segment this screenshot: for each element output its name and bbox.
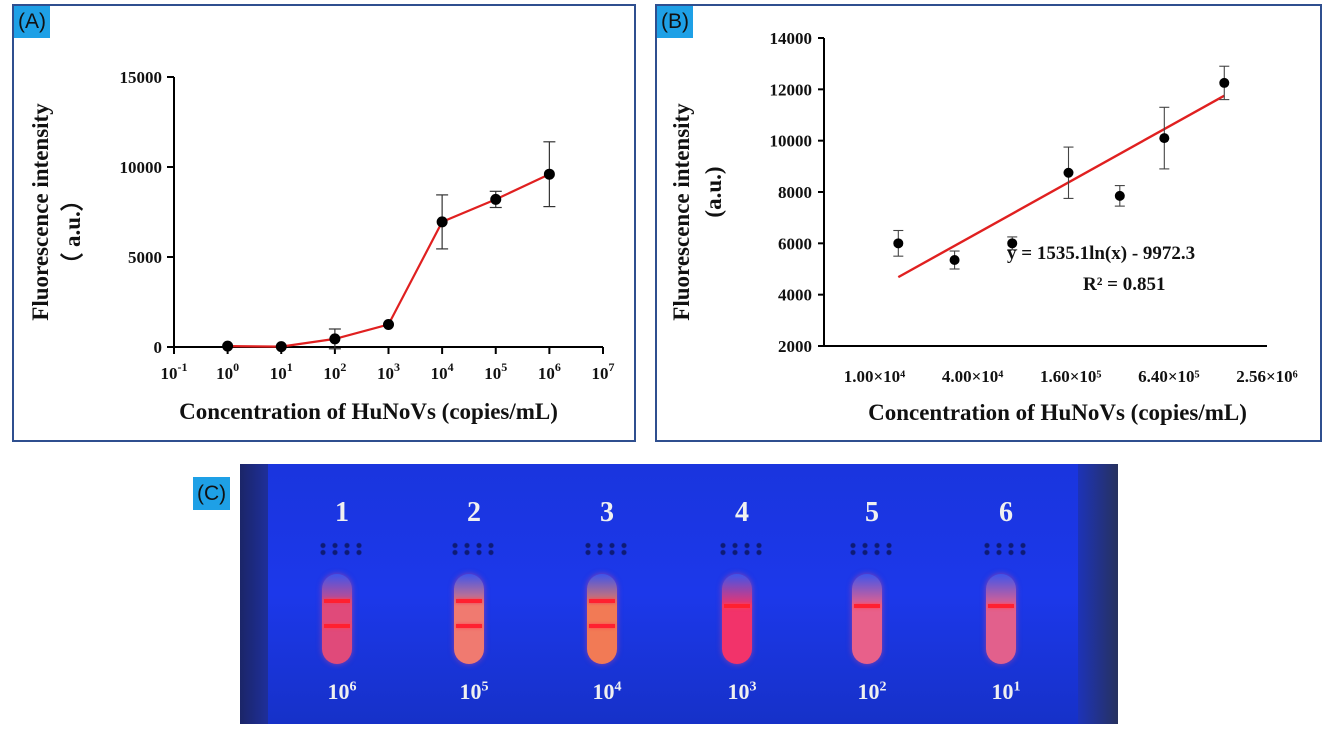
strip-window	[322, 574, 352, 664]
x-tick-label: 100	[216, 360, 239, 383]
y-tick-label: 12000	[770, 80, 813, 99]
test-strip-1: 1 106	[282, 464, 402, 724]
data-point	[275, 341, 287, 353]
y-tick-label: 15000	[120, 68, 163, 87]
x-tick-label: 107	[592, 360, 615, 383]
test-strip-3: 3 104	[547, 464, 667, 724]
y-axis-title: Fluorescence intensity	[28, 103, 53, 321]
strip-number: 4	[735, 497, 749, 528]
test-line	[324, 624, 350, 628]
data-point	[222, 340, 234, 352]
strip-window	[722, 574, 752, 664]
y-tick-label: 8000	[778, 183, 812, 202]
test-line	[456, 624, 482, 628]
strip-vent-dots	[717, 542, 767, 556]
data-point	[1063, 167, 1074, 178]
x-tick-label: 104	[431, 360, 454, 383]
x-tick-label: 103	[377, 360, 400, 383]
data-point	[949, 255, 960, 266]
strip-concentration: 101	[991, 679, 1021, 704]
strip-concentration: 105	[459, 679, 489, 704]
panel-b: (B) 2000 4000 6000 8000 10000 12000 14000 1.00×…	[655, 4, 1322, 442]
y-tick-label: 10000	[120, 158, 163, 177]
x-tick-label: 6.40×10⁵	[1138, 367, 1200, 386]
control-line	[724, 604, 750, 608]
strip-vent-dots	[847, 542, 897, 556]
strip-window	[986, 574, 1016, 664]
control-line	[589, 599, 615, 603]
x-tick-label: 106	[538, 360, 561, 383]
data-point	[893, 238, 904, 249]
strip-concentration: 106	[327, 679, 357, 704]
y-tick-label: 4000	[778, 286, 812, 305]
x-tick-label: 4.00×10⁴	[942, 367, 1004, 386]
data-point	[1007, 238, 1018, 249]
y-tick-label: 5000	[128, 248, 162, 267]
control-line	[854, 604, 880, 608]
panel-a-label: (A)	[14, 6, 50, 38]
trend-equation: y = 1535.1ln(x) - 9972.3	[1007, 243, 1195, 264]
strip-vent-dots	[449, 542, 499, 556]
x-tick-label: 1.00×10⁴	[844, 367, 906, 386]
test-line	[589, 624, 615, 628]
x-tick-label: 2.56×10⁶	[1236, 367, 1298, 386]
data-point	[383, 319, 394, 330]
data-point	[1219, 77, 1230, 88]
tray-edge-left	[240, 464, 268, 724]
strip-vent-dots	[582, 542, 632, 556]
strip-window	[852, 574, 882, 664]
control-line	[324, 599, 350, 603]
x-tick-label: 101	[270, 360, 293, 383]
x-tick-label: 1.60×10⁵	[1040, 367, 1102, 386]
strip-tray	[260, 464, 1100, 724]
data-point	[1114, 190, 1125, 201]
y-axis-unit: (a.u.)	[701, 166, 726, 217]
data-point	[436, 216, 448, 228]
x-tick-label: 10-1	[161, 360, 188, 383]
panel-a: (A) 0 5000 10000 15000 10-1 100 101 102 103 104 10…	[12, 4, 636, 442]
strip-number: 6	[999, 497, 1013, 528]
x-tick-label: 102	[323, 360, 346, 383]
strip-vent-dots	[981, 542, 1031, 556]
y-axis-title: Fluorescence intensity	[669, 103, 694, 321]
y-tick-label: 0	[154, 338, 163, 357]
strip-concentration: 103	[727, 679, 757, 704]
y-tick-label: 2000	[778, 337, 812, 356]
data-point	[1159, 133, 1170, 144]
data-point	[490, 193, 502, 205]
r-squared: R² = 0.851	[1083, 274, 1166, 295]
trendline	[897, 94, 1225, 279]
tray-edge-right	[1078, 464, 1118, 724]
y-axis-unit: （ a.u.）	[59, 188, 85, 276]
test-strip-6: 6 101	[946, 464, 1066, 724]
y-tick-label: 10000	[770, 132, 813, 151]
strip-concentration: 102	[857, 679, 887, 704]
strip-number: 1	[335, 497, 349, 528]
strip-window	[587, 574, 617, 664]
data-point	[543, 168, 555, 180]
strip-concentration: 104	[592, 679, 622, 704]
chart-b: 2000 4000 6000 8000 10000 12000 14000 1.00×10⁴ 4…	[669, 29, 1298, 425]
y-tick-label: 14000	[770, 29, 813, 48]
test-strip-2: 2 105	[414, 464, 534, 724]
test-strip-5: 5 102	[812, 464, 932, 724]
chart-a: 0 5000 10000 15000 10-1 100 101 102 103 104 105 106…	[28, 68, 615, 424]
strip-number: 3	[600, 497, 614, 528]
test-strip-photo: 1 106 2 105 3 104 4 103 5 102 6 101	[240, 464, 1118, 724]
x-axis-title: Concentration of HuNoVs (copies/mL)	[179, 399, 558, 424]
strip-number: 5	[865, 497, 879, 528]
y-tick-label: 6000	[778, 234, 812, 253]
strip-number: 2	[467, 497, 481, 528]
panel-b-label: (B)	[657, 6, 693, 38]
strip-window	[454, 574, 484, 664]
x-tick-label: 105	[484, 360, 507, 383]
data-point	[329, 333, 341, 345]
strip-vent-dots	[317, 542, 367, 556]
control-line	[988, 604, 1014, 608]
control-line	[456, 599, 482, 603]
panel-c-label: (C)	[193, 477, 231, 510]
test-strip-4: 4 103	[682, 464, 802, 724]
x-axis-title: Concentration of HuNoVs (copies/mL)	[868, 400, 1247, 425]
